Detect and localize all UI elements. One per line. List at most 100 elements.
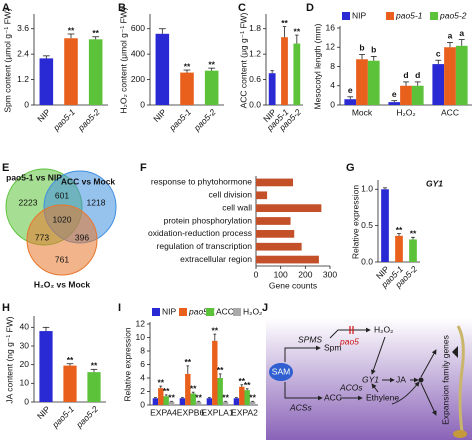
venn-region-count: 601 [55, 190, 69, 200]
enzyme-label: SPMS [298, 334, 322, 344]
node-label: Ethylene [366, 392, 399, 402]
x-tick-label: 200 [298, 269, 312, 279]
legend-label: ACC [216, 306, 234, 316]
node-label: ACC [324, 392, 342, 402]
bar [388, 102, 401, 105]
y-tick-label: 0.0 [249, 99, 261, 109]
diagram-background [266, 318, 472, 440]
bar [88, 39, 103, 105]
y-axis-label: H₂O₂ content (μmol g⁻¹ FW) [118, 7, 128, 113]
y-tick-label: regulation of transcription [157, 241, 253, 251]
diagram-j: J SAM SPMS Spm pao5 H₂O₂ ACSs ACC ACOs E… [262, 302, 472, 440]
significance-mark: ** [217, 365, 224, 375]
pointer [452, 346, 458, 358]
legend-swatch [206, 308, 214, 316]
legend-swatch [430, 12, 438, 20]
y-tick-label: 1.2 [17, 74, 29, 84]
y-tick-label: response to phytohormone [151, 177, 252, 187]
significance-mark: ** [92, 28, 99, 38]
significance-letter: b [371, 45, 376, 55]
y-tick-label: 0 [24, 99, 29, 109]
bar [411, 85, 424, 105]
y-tick-label: 30 [20, 340, 30, 350]
y-axis-label: Relative expression [122, 327, 132, 401]
y-tick-label: 10 [20, 378, 30, 388]
significance-letter: a [448, 31, 453, 41]
panel-letter: G [346, 162, 355, 174]
y-tick-label: 16 [326, 22, 336, 32]
y-tick-label: 1.8 [249, 23, 261, 33]
x-tick-label: NIP [35, 404, 52, 421]
x-tick-label: pao5-2 [74, 404, 101, 431]
bar [204, 70, 219, 105]
significance-mark: ** [222, 393, 229, 403]
significance-mark: ** [294, 26, 301, 36]
y-tick-label: 10 [136, 332, 146, 342]
bar [256, 178, 293, 187]
significance-mark: ** [184, 357, 191, 367]
y-tick-label: 20 [20, 359, 30, 369]
x-tick-label: pao5-1 [167, 107, 194, 134]
legend-label: NIP [352, 10, 367, 20]
y-axis-label: ACC content (μg g⁻¹ FW) [238, 12, 248, 108]
chart-title: GY1 [426, 178, 443, 188]
venn-set-label: H₂O₂ vs Mock [34, 279, 90, 289]
panel-letter: J [262, 302, 268, 314]
legend-swatch [233, 308, 241, 316]
y-tick-label: 4 [330, 80, 335, 90]
bar [256, 191, 268, 200]
node-label: Expansion family genes [440, 335, 450, 425]
y-tick-label: 2.4 [17, 48, 29, 58]
y-axis-label: Spm content (μmol g⁻¹ FW) [2, 8, 12, 112]
significance-mark: ** [190, 383, 197, 393]
bar [400, 85, 412, 105]
significance-letter: c [436, 48, 441, 58]
bar [163, 396, 169, 405]
significance-mark: ** [195, 393, 202, 403]
bar [158, 388, 164, 405]
arrow [284, 345, 321, 362]
y-tick-label: 8 [330, 61, 335, 71]
arrow [329, 327, 371, 339]
significance-mark: ** [67, 355, 74, 365]
legend-swatch [152, 308, 160, 316]
significance-mark: ** [91, 361, 98, 371]
bar [185, 373, 191, 405]
venn-set-label: pao5-1 vs NIP [6, 172, 62, 182]
bar [195, 401, 202, 405]
arrow [371, 336, 386, 375]
arrow [371, 383, 379, 393]
legend-label: pao5-2 [439, 10, 467, 20]
panel-letter: D [306, 2, 314, 14]
x-axis-label: Gene counts [269, 280, 317, 290]
y-tick-label: 4 [140, 372, 145, 382]
y-tick-label: extracellular region [180, 254, 252, 264]
panel-letter: H [2, 302, 10, 314]
y-tick-label: 0 [24, 396, 29, 406]
legend-label: NIP [162, 306, 177, 316]
venn-region-count: 396 [75, 232, 89, 242]
y-tick-label: 0.5 [361, 220, 373, 230]
venn-region-count: 761 [55, 254, 69, 264]
venn-set-label: ACC vs Mock [61, 176, 116, 186]
bar [268, 73, 276, 105]
panel-letter: C [238, 2, 246, 14]
bar [39, 331, 53, 402]
x-tick-label: pao5-1 [51, 107, 78, 134]
y-tick-label: cell wall [222, 202, 252, 212]
junction [418, 377, 424, 383]
x-tick-label: NIP [35, 107, 52, 124]
bar [455, 45, 468, 105]
bar [206, 398, 213, 405]
legend-swatch [179, 308, 187, 316]
arrow [284, 382, 323, 401]
y-tick-label: protein phosphorylation [164, 215, 253, 225]
venn-region-count: 1020 [53, 214, 72, 224]
x-tick-label: ACC [441, 107, 459, 117]
x-tick-label: NIP [151, 107, 168, 124]
significance-mark: ** [249, 393, 256, 403]
panel-letter: F [140, 162, 147, 174]
arrow [420, 349, 437, 378]
x-tick-label: 0 [254, 269, 259, 279]
significance-mark: ** [396, 225, 403, 235]
